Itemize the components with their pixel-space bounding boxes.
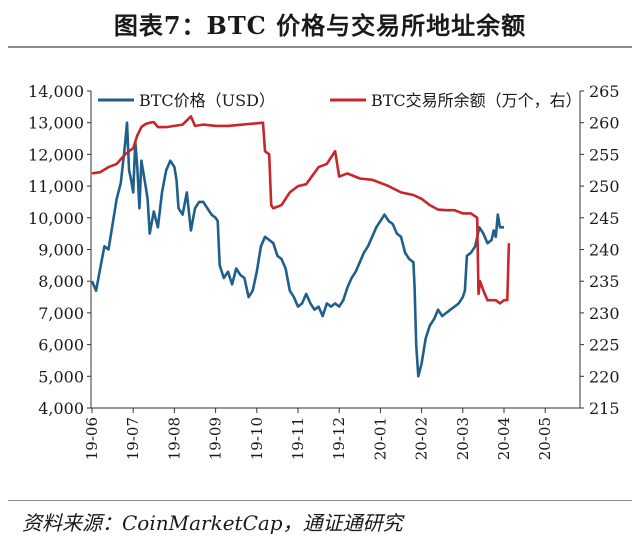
right-tick-label: 220	[589, 367, 620, 386]
legend: BTC价格（USD） BTC交易所余额（万个，右）	[98, 91, 582, 110]
left-tick-label: 13,000	[28, 114, 84, 133]
left-tick-label: 14,000	[28, 82, 84, 101]
legend-item-btc-price-label: BTC价格（USD）	[139, 91, 275, 110]
right-tick-label: 255	[589, 145, 620, 164]
left-tick-label: 12,000	[28, 145, 84, 164]
line-chart: 4,000 5,000 6,000 7,000 8,000 9,000 10,000 11,0…	[28, 82, 620, 460]
left-tick-label: 6,000	[38, 336, 84, 355]
exchange-balance-line	[91, 115, 511, 305]
right-tick-label: 260	[589, 114, 620, 133]
x-tick-label: 20-01	[371, 417, 389, 460]
left-tick-label: 7,000	[38, 304, 84, 323]
x-axis-ticks: 19-06 19-07 19-08 19-09 19-10 19-11 19-12 20-01…	[83, 408, 554, 460]
x-tick-label: 19-11	[289, 417, 307, 460]
right-tick-label: 245	[589, 209, 620, 228]
right-tick-label: 265	[589, 82, 620, 101]
x-tick-label: 19-12	[330, 417, 348, 460]
left-tick-label: 10,000	[28, 209, 84, 228]
x-tick-label: 20-03	[454, 417, 472, 460]
x-tick-label: 20-04	[495, 417, 513, 460]
source-divider	[8, 500, 632, 501]
left-tick-label: 8,000	[38, 272, 84, 291]
x-tick-label: 20-02	[413, 417, 431, 460]
title-divider	[8, 46, 632, 48]
x-tick-label: 19-10	[248, 417, 266, 460]
right-tick-label: 250	[589, 177, 620, 196]
left-tick-label: 4,000	[38, 399, 84, 418]
left-tick-label: 11,000	[28, 177, 84, 196]
right-tick-label: 215	[589, 399, 620, 418]
plot-frame	[90, 91, 581, 409]
left-tick-label: 5,000	[38, 367, 84, 386]
x-tick-label: 19-09	[207, 417, 225, 460]
x-tick-label: 20-05	[536, 417, 554, 460]
left-axis-ticks: 4,000 5,000 6,000 7,000 8,000 9,000 10,000 11,0…	[28, 82, 91, 418]
right-tick-label: 235	[589, 272, 620, 291]
x-tick-label: 19-06	[83, 417, 101, 460]
left-tick-label: 9,000	[38, 241, 84, 260]
btc-price-line	[90, 121, 504, 378]
right-axis-ticks: 215 220 225 230 235 240 245 250 255 260 265	[580, 82, 620, 418]
legend-item-exchange-balance-label: BTC交易所余额（万个，右）	[371, 91, 582, 110]
right-tick-label: 225	[589, 336, 620, 355]
right-tick-label: 240	[589, 241, 620, 260]
chart-title: 图表7：BTC 价格与交易所地址余额	[113, 11, 527, 40]
x-tick-label: 19-08	[165, 417, 183, 460]
series-lines	[90, 115, 511, 378]
source-note: 资料来源：CoinMarketCap，通证通研究	[22, 511, 403, 535]
x-tick-label: 19-07	[124, 417, 142, 460]
right-tick-label: 230	[589, 304, 620, 323]
